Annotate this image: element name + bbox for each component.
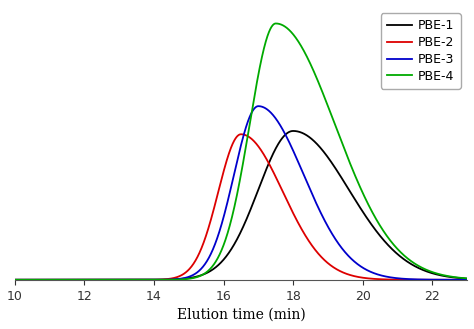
PBE-3 bbox=[464, 278, 470, 282]
PBE-3 bbox=[205, 258, 211, 262]
X-axis label: Elution time (min): Elution time (min) bbox=[177, 308, 305, 322]
PBE-4 bbox=[205, 269, 211, 273]
PBE-1 bbox=[205, 270, 211, 274]
PBE-1 bbox=[185, 276, 191, 280]
PBE-3 bbox=[185, 275, 191, 279]
PBE-2 bbox=[91, 278, 96, 282]
PBE-3 bbox=[456, 278, 461, 282]
Legend: PBE-1, PBE-2, PBE-3, PBE-4: PBE-1, PBE-2, PBE-3, PBE-4 bbox=[381, 13, 461, 89]
PBE-4 bbox=[407, 258, 412, 262]
PBE-3 bbox=[255, 104, 261, 108]
PBE-1 bbox=[91, 278, 96, 282]
PBE-2 bbox=[64, 278, 69, 282]
PBE-3 bbox=[407, 277, 412, 281]
PBE-1 bbox=[407, 261, 412, 265]
PBE-2 bbox=[456, 278, 461, 282]
PBE-2 bbox=[205, 228, 211, 232]
PBE-2 bbox=[238, 132, 244, 136]
PBE-4 bbox=[273, 21, 279, 25]
PBE-2 bbox=[185, 268, 191, 272]
PBE-2 bbox=[464, 278, 470, 282]
PBE-4 bbox=[185, 277, 191, 281]
Line: PBE-4: PBE-4 bbox=[15, 23, 467, 280]
PBE-2 bbox=[407, 278, 412, 282]
PBE-4 bbox=[12, 278, 18, 282]
PBE-1 bbox=[64, 278, 69, 282]
PBE-3 bbox=[64, 278, 69, 282]
PBE-1 bbox=[456, 276, 461, 280]
PBE-4 bbox=[91, 278, 96, 282]
PBE-2 bbox=[12, 278, 18, 282]
PBE-1 bbox=[291, 129, 296, 133]
PBE-3 bbox=[91, 278, 96, 282]
PBE-1 bbox=[12, 278, 18, 282]
PBE-1 bbox=[464, 277, 470, 281]
PBE-4 bbox=[64, 278, 69, 282]
PBE-3 bbox=[12, 278, 18, 282]
PBE-4 bbox=[464, 276, 470, 280]
PBE-4 bbox=[456, 276, 461, 280]
Line: PBE-2: PBE-2 bbox=[15, 134, 467, 280]
Line: PBE-3: PBE-3 bbox=[15, 106, 467, 280]
Line: PBE-1: PBE-1 bbox=[15, 131, 467, 280]
